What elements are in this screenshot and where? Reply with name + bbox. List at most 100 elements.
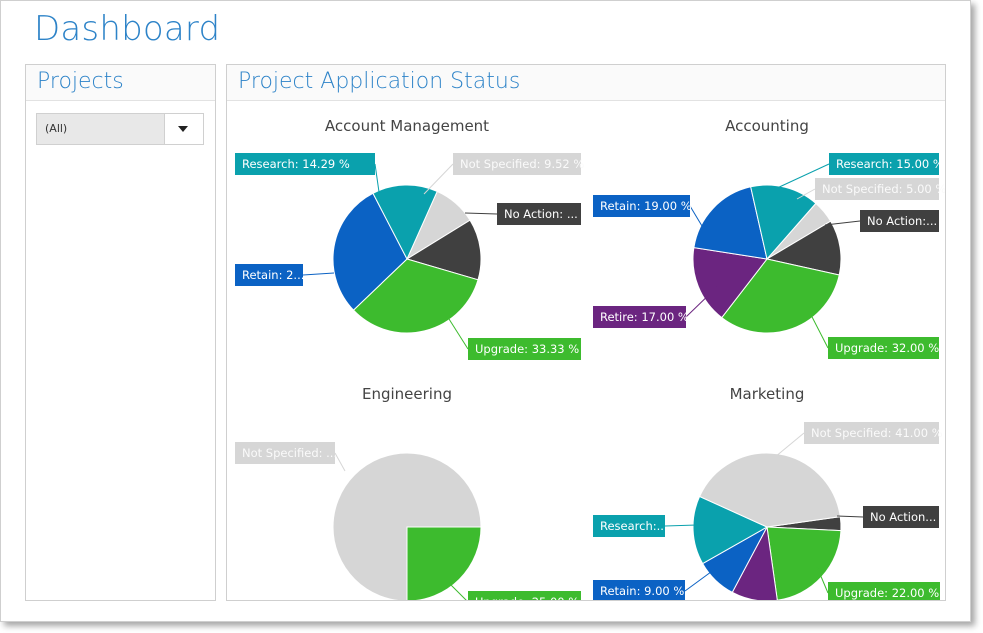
- data-label-box: [453, 153, 581, 175]
- data-label-box: [593, 580, 685, 600]
- data-label: Not Specified: ...: [235, 442, 346, 472]
- data-label-text: Not Specified: 9.52 %: [460, 157, 584, 171]
- data-label: Retire: 17.00 %: [593, 286, 718, 328]
- data-label-box: [235, 264, 303, 286]
- leader-line: [685, 286, 718, 318]
- pie-chart-3: Engineering Upgrade: 25.00 % Not Specified…: [235, 385, 581, 601]
- leader-line: [374, 163, 382, 207]
- data-label-text: Upgrade: 32.00 %: [835, 341, 939, 355]
- data-label-text: Retire: 17.00 %: [600, 310, 689, 324]
- data-label-box: [815, 178, 939, 200]
- data-label-text: Upgrade: 33.33 %: [475, 342, 579, 356]
- pie-slice-research[interactable]: [692, 495, 769, 565]
- pie-slice-research[interactable]: [372, 184, 438, 261]
- projects-panel: Projects (All): [25, 64, 216, 601]
- leader-line: [808, 310, 829, 349]
- pie-slice-not-specified[interactable]: [698, 452, 841, 528]
- leader-line: [836, 515, 864, 518]
- data-label: Research: 14.29 %: [235, 153, 382, 207]
- page-title: Dashboard: [34, 9, 221, 49]
- data-label-text: Not Specified: ...: [242, 446, 337, 460]
- data-label-text: Retain: 19.00 %: [600, 199, 692, 213]
- data-label: Research: 15.00 %: [774, 153, 944, 190]
- data-label-text: Not Specified: 5.00 %: [822, 182, 945, 196]
- chevron-down-icon: [178, 126, 188, 132]
- data-label-text: No Action:...: [867, 214, 937, 228]
- data-label-box: [468, 591, 581, 600]
- pie-slice-retain[interactable]: [693, 186, 768, 260]
- data-label-box: [593, 515, 665, 537]
- leader-line: [689, 205, 706, 232]
- data-label-text: Retain: 2...: [242, 268, 304, 282]
- data-label: No Action: ...: [464, 203, 581, 225]
- data-label: No Action:...: [824, 210, 939, 232]
- data-label-text: Retain: 9.00 %: [600, 584, 684, 598]
- data-label-text: Research: 15.00 %: [836, 157, 944, 171]
- data-label-box: [863, 506, 939, 528]
- pie-chart-title: Account Management: [325, 117, 489, 135]
- pie-chart-2: Accounting Not Specified: 5.00 % No Action…: [593, 117, 945, 359]
- status-panel-title: Project Application Status: [227, 65, 945, 101]
- data-label-box: [593, 306, 686, 328]
- data-label-box: [497, 203, 581, 225]
- data-label-box: [828, 582, 940, 600]
- data-label: Upgrade: 32.00 %: [808, 310, 939, 359]
- data-label: Not Specified: 41.00 %: [774, 422, 943, 458]
- data-label-box: [235, 442, 335, 464]
- data-label: Not Specified: 5.00 %: [796, 178, 945, 200]
- data-label-box: [828, 337, 939, 359]
- data-label: Not Specified: 9.52 %: [423, 153, 584, 195]
- pie-chart-4: Marketing No Action... Upgrade: 22.00 % Ret…: [593, 385, 943, 600]
- pie-charts-area: Account Management Not Specified: 9.52 % N…: [235, 117, 945, 601]
- pie-chart-title: Marketing: [730, 385, 805, 403]
- data-label-box: [593, 195, 690, 217]
- data-label: Retain: 2...: [235, 264, 335, 286]
- pie-slice-retire[interactable]: [692, 247, 768, 319]
- data-label-text: No Action...: [870, 510, 936, 524]
- leader-line: [824, 220, 861, 226]
- data-label-box: [235, 153, 375, 175]
- leader-line: [302, 272, 335, 276]
- projects-dropdown[interactable]: (All): [36, 113, 204, 145]
- leader-line: [684, 568, 716, 592]
- pie-chart-title: Engineering: [362, 385, 452, 403]
- leader-line: [334, 452, 346, 472]
- leader-line: [464, 212, 498, 215]
- pie-slice-upgrade[interactable]: [721, 258, 840, 334]
- pie-slice-retain[interactable]: [332, 192, 408, 311]
- leader-line: [774, 432, 805, 458]
- projects-panel-title: Projects: [26, 65, 215, 101]
- leader-line: [816, 566, 829, 594]
- pie-slice-research[interactable]: [750, 184, 817, 261]
- leader-line: [796, 188, 816, 200]
- data-label: Retain: 19.00 %: [593, 195, 706, 232]
- data-label-box: [468, 338, 581, 360]
- pie-slice-not-specified[interactable]: [332, 452, 482, 601]
- data-label-text: Upgrade: 22.00 %: [835, 586, 939, 600]
- leader-line: [423, 163, 454, 195]
- leader-line: [448, 318, 469, 350]
- pie-chart-1: Account Management Not Specified: 9.52 % N…: [235, 117, 584, 360]
- data-label: Upgrade: 22.00 %: [816, 566, 940, 600]
- pie-chart-title: Accounting: [725, 117, 809, 135]
- data-label: Retain: 9.00 %: [593, 568, 716, 600]
- dashboard-window: Dashboard Projects (All) Project Applica…: [0, 0, 971, 622]
- data-label-box: [860, 210, 939, 232]
- data-label-box: [804, 422, 939, 444]
- pie-slice-upgrade[interactable]: [352, 258, 479, 334]
- pie-slice-upgrade[interactable]: [406, 526, 482, 601]
- projects-dropdown-value: (All): [45, 122, 68, 135]
- data-label-box: [829, 153, 939, 175]
- data-label: Upgrade: 33.33 %: [448, 318, 581, 360]
- data-label-text: No Action: ...: [504, 207, 578, 221]
- data-label-text: Research: 14.29 %: [242, 157, 350, 171]
- data-label-text: Upgrade: 25.00 %: [475, 595, 579, 601]
- pie-slice-no-action[interactable]: [405, 219, 482, 281]
- leader-line: [774, 163, 830, 190]
- project-application-status-panel: Project Application Status Account Manag…: [226, 64, 946, 601]
- leader-line: [664, 524, 698, 527]
- data-label: Research:...: [593, 515, 698, 537]
- dropdown-toggle-button[interactable]: [164, 114, 203, 144]
- data-label-text: Research:...: [600, 519, 668, 533]
- data-label: No Action...: [836, 506, 939, 528]
